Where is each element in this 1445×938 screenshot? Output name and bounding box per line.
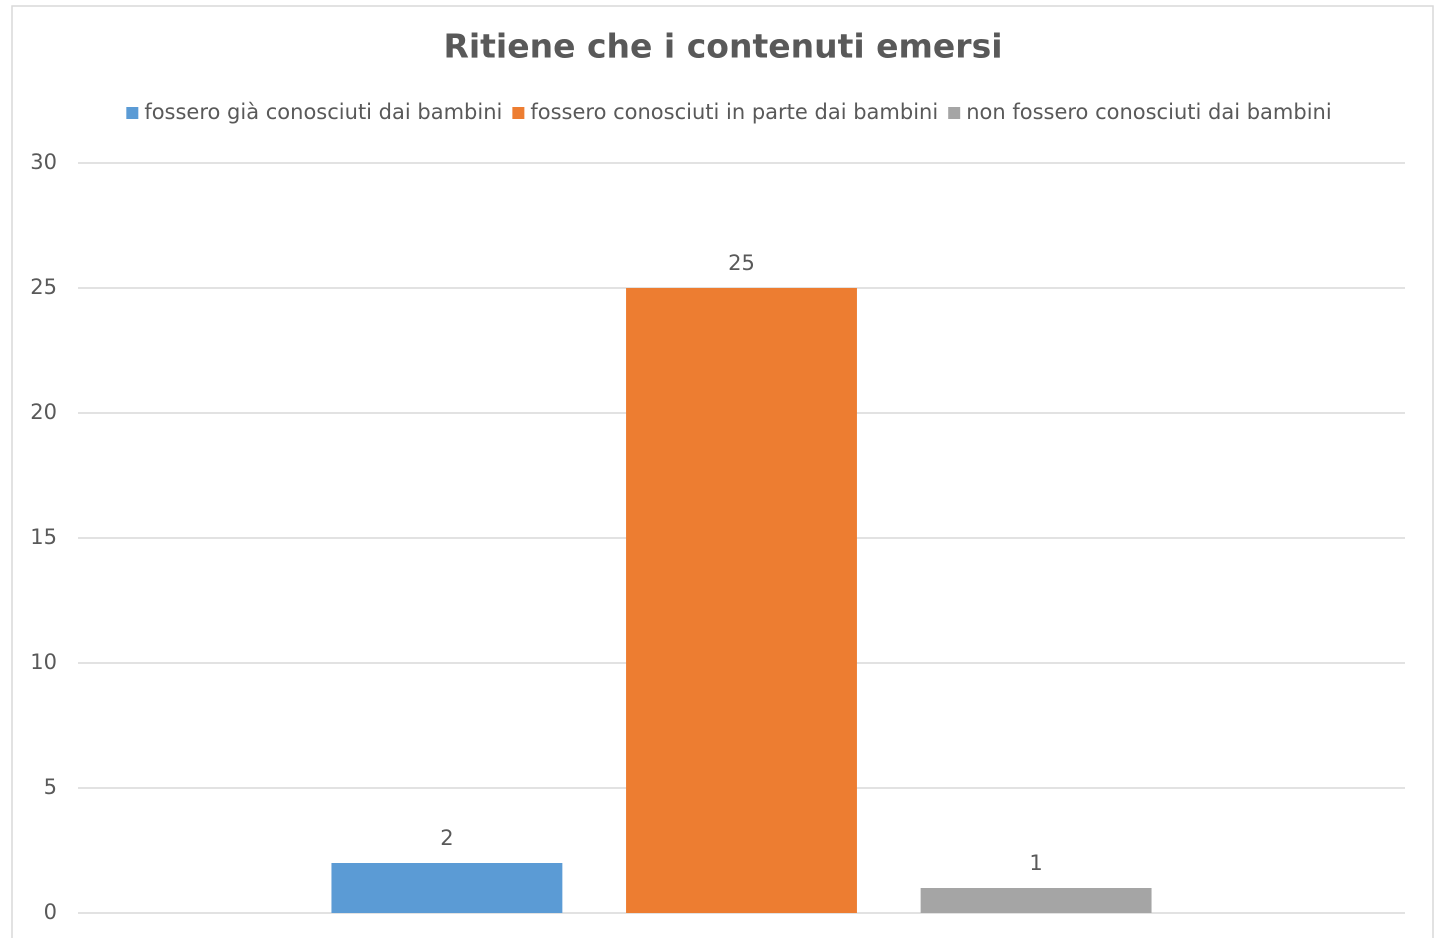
data-label: 1 — [1029, 851, 1042, 875]
data-label: 2 — [440, 826, 453, 850]
data-label: 25 — [728, 251, 755, 275]
bar — [331, 863, 563, 913]
legend-label: fossero conosciuti in parte dai bambini — [530, 100, 938, 124]
y-tick-label: 15 — [30, 525, 57, 549]
y-tick-label: 20 — [30, 400, 57, 424]
y-tick-label: 5 — [44, 775, 57, 799]
bar — [920, 888, 1152, 913]
y-tick-label: 0 — [44, 900, 57, 924]
y-tick-label: 30 — [30, 150, 57, 174]
y-tick-label: 25 — [30, 275, 57, 299]
chart-title: Ritiene che i contenuti emersi — [443, 27, 1002, 66]
legend-swatch — [512, 107, 525, 119]
y-tick-label: 10 — [30, 650, 57, 674]
legend-swatch — [948, 107, 961, 119]
legend-swatch — [126, 107, 139, 119]
bar — [626, 288, 857, 913]
legend-label: fossero già conosciuti dai bambini — [144, 100, 502, 124]
legend-label: non fossero conosciuti dai bambini — [966, 100, 1331, 124]
